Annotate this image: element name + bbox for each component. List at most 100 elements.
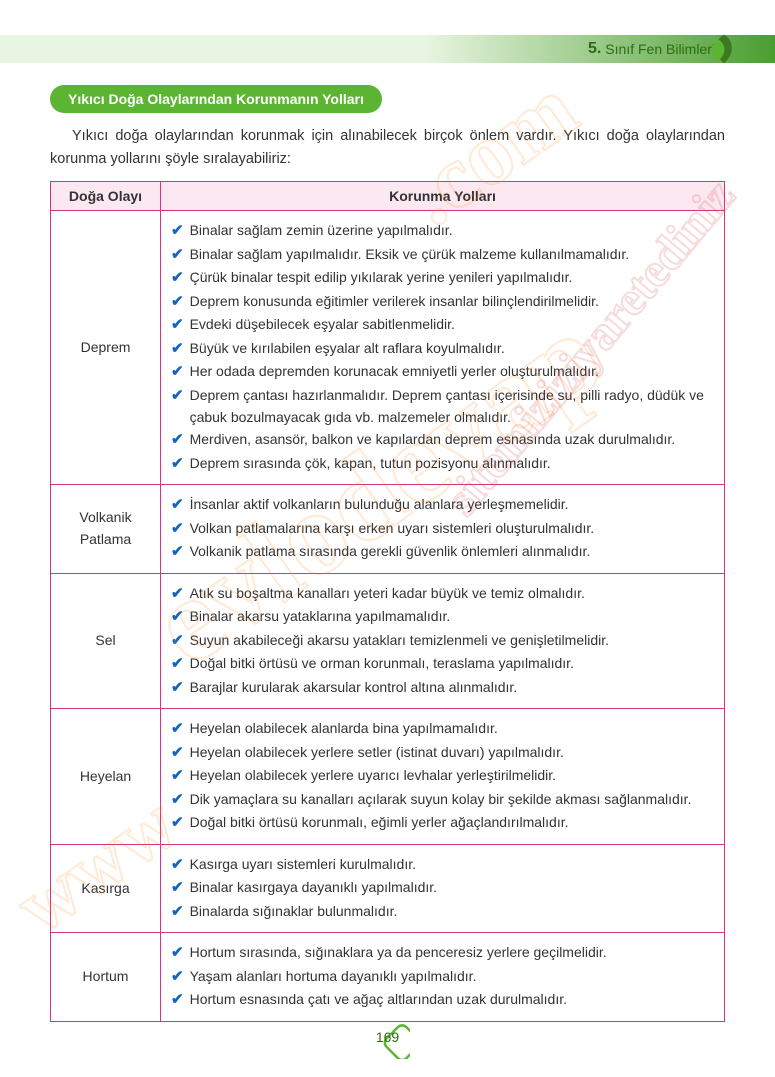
intro-paragraph: Yıkıcı doğa olaylarından korunmak için a… [50, 125, 725, 171]
check-icon: ✔ [171, 630, 184, 653]
item-text: İnsanlar aktif volkanların bulunduğu ala… [190, 494, 714, 516]
list-item: ✔ Her odada depremden korunacak emniyetli… [171, 361, 714, 384]
table-header-methods: Korunma Yolları [161, 182, 725, 211]
check-icon: ✔ [171, 338, 184, 361]
check-icon: ✔ [171, 765, 184, 788]
list-item: ✔ Binalar sağlam zemin üzerine yapılmalıd… [171, 220, 714, 243]
list-item: ✔ Volkan patlamalarına karşı erken uyarı … [171, 518, 714, 541]
item-text: Binalar kasırgaya dayanıklı yapılmalıdır… [190, 877, 714, 899]
check-icon: ✔ [171, 989, 184, 1012]
item-text: Binalar sağlam zemin üzerine yapılmalıdı… [190, 220, 714, 242]
section-heading-badge: Yıkıcı Doğa Olaylarından Korunmanın Yoll… [50, 85, 382, 113]
list-item: ✔ Hortum sırasında, sığınaklara ya da pen… [171, 942, 714, 965]
check-icon: ✔ [171, 518, 184, 541]
list-item: ✔ Deprem çantası hazırlanmalıdır. Deprem … [171, 385, 714, 428]
item-text: Hortum sırasında, sığınaklara ya da penc… [190, 942, 714, 964]
item-text: Büyük ve kırılabilen eşyalar alt raflara… [190, 338, 714, 360]
methods-cell: ✔ Atık su boşaltma kanalları yeteri kadar… [161, 573, 725, 709]
check-icon: ✔ [171, 942, 184, 965]
leaf-icon [705, 30, 743, 68]
list-item: ✔ Binalar sağlam yapılmalıdır. Eksik ve ç… [171, 244, 714, 267]
list-item: ✔ Deprem konusunda eğitimler verilerek in… [171, 291, 714, 314]
check-icon: ✔ [171, 653, 184, 676]
check-icon: ✔ [171, 742, 184, 765]
check-icon: ✔ [171, 429, 184, 452]
item-text: Binalar sağlam yapılmalıdır. Eksik ve çü… [190, 244, 714, 266]
list-item: ✔Deprem sırasında çök, kapan, tutun pozi… [171, 453, 714, 476]
item-text: Deprem çantası hazırlanmalıdır. Deprem ç… [190, 385, 714, 428]
list-item: ✔ Doğal bitki örtüsü korunmalı, eğimli ye… [171, 812, 714, 835]
check-icon: ✔ [171, 718, 184, 741]
item-text: Volkan patlamalarına karşı erken uyarı s… [190, 518, 714, 540]
subject-title: Sınıf Fen Bilimleri [605, 41, 715, 57]
page-number: 169 [376, 1029, 399, 1045]
check-icon: ✔ [171, 244, 184, 267]
item-text: Heyelan olabilecek yerlere uyarıcı levha… [190, 765, 714, 787]
list-item: ✔ Dik yamaçlara su kanalları açılarak suy… [171, 789, 714, 812]
list-item: ✔ İnsanlar aktif volkanların bulunduğu al… [171, 494, 714, 517]
list-item: ✔ Evdeki düşebilecek eşyalar sabitlenmeli… [171, 314, 714, 337]
list-item: ✔ Doğal bitki örtüsü ve orman korunmalı, … [171, 653, 714, 676]
list-item: ✔ Yaşam alanları hortuma dayanıklı yapılm… [171, 966, 714, 989]
item-text: Doğal bitki örtüsü ve orman korunmalı, t… [190, 653, 714, 675]
check-icon: ✔ [171, 291, 184, 314]
list-item: ✔ Çürük binalar tespit edilip yıkılarak y… [171, 267, 714, 290]
check-icon: ✔ [171, 583, 184, 606]
item-text: Çürük binalar tespit edilip yıkılarak ye… [190, 267, 714, 289]
item-text: Yaşam alanları hortuma dayanıklı yapılma… [190, 966, 714, 988]
check-icon: ✔ [171, 494, 184, 517]
check-icon: ✔ [171, 966, 184, 989]
item-text: Doğal bitki örtüsü korunmalı, eğimli yer… [190, 812, 714, 834]
methods-cell: ✔ Binalar sağlam zemin üzerine yapılmalıd… [161, 211, 725, 485]
item-text: Evdeki düşebilecek eşyalar sabitlenmelid… [190, 314, 714, 336]
item-text: Dik yamaçlara su kanalları açılarak suyu… [190, 789, 714, 811]
table-row: Deprem✔Binalar sağlam zemin üzerine yapı… [51, 211, 725, 485]
header-banner: 5. Sınıf Fen Bilimleri [0, 35, 775, 63]
check-icon: ✔ [171, 606, 184, 629]
item-text: Merdiven, asansör, balkon ve kapılardan … [190, 429, 714, 451]
item-text: Atık su boşaltma kanalları yeteri kadar … [190, 583, 714, 605]
check-icon: ✔ [171, 854, 184, 877]
list-item: ✔Heyelan olabilecek yerlere setler (isti… [171, 742, 714, 765]
list-item: ✔ Binalarda sığınaklar bulunmalıdır. [171, 901, 714, 924]
check-icon: ✔ [171, 789, 184, 812]
methods-cell: ✔ Heyelan olabilecek alanlarda bina yapıl… [161, 709, 725, 845]
event-cell: Kasırga [51, 844, 161, 933]
event-cell: Sel [51, 573, 161, 709]
check-icon: ✔ [171, 812, 184, 835]
grade-number: 5. [588, 40, 601, 58]
event-cell: Hortum [51, 933, 161, 1022]
list-item: ✔ Heyelan olabilecek alanlarda bina yapıl… [171, 718, 714, 741]
item-text: Barajlar kurularak akarsular kontrol alt… [190, 677, 714, 699]
item-text: Kasırga uyarı sistemleri kurulmalıdır. [190, 854, 714, 876]
item-text: Heyelan olabilecek alanlarda bina yapılm… [190, 718, 714, 740]
table-row: Kasırga ✔ Kasırga uyarı sistemleri kurulma… [51, 844, 725, 933]
item-text: Deprem konusunda eğitimler verilerek ins… [190, 291, 714, 313]
item-text: Deprem sırasında çök, kapan, tutun pozis… [190, 453, 714, 475]
check-icon: ✔ [171, 677, 184, 700]
item-text: Binalar akarsu yataklarına yapılmamalıdı… [190, 606, 714, 628]
check-icon: ✔ [171, 877, 184, 900]
event-cell: Volkanik Patlama [51, 485, 161, 574]
methods-cell: ✔ İnsanlar aktif volkanların bulunduğu al… [161, 485, 725, 574]
table-row: Sel ✔ Atık su boşaltma kanalları yeteri ka… [51, 573, 725, 709]
check-icon: ✔ [171, 901, 184, 924]
check-icon: ✔ [171, 314, 184, 337]
check-icon: ✔ [171, 385, 184, 408]
check-icon: ✔ [171, 220, 184, 243]
page-number-badge: 169 [366, 1015, 410, 1059]
list-item: ✔Volkanik patlama sırasında gerekli güve… [171, 541, 714, 564]
check-icon: ✔ [171, 267, 184, 290]
table-row: Volkanik Patlama ✔ İnsanlar aktif volkanla… [51, 485, 725, 574]
list-item: ✔ Büyük ve kırılabilen eşyalar alt raflar… [171, 338, 714, 361]
item-text: Binalarda sığınaklar bulunmalıdır. [190, 901, 714, 923]
check-icon: ✔ [171, 361, 184, 384]
event-cell: Heyelan [51, 709, 161, 845]
list-item: ✔ Kasırga uyarı sistemleri kurulmalıdır. [171, 854, 714, 877]
list-item: ✔ Heyelan olabilecek yerlere uyarıcı levh… [171, 765, 714, 788]
item-text: Her odada depremden korunacak emniyetli … [190, 361, 714, 383]
methods-cell: ✔Kasırga uyarı sistemleri kurulmalıdır.✔… [161, 844, 725, 933]
list-item: ✔ Barajlar kurularak akarsular kontrol al… [171, 677, 714, 700]
list-item: ✔ Binalar akarsu yataklarına yapılmamalıd… [171, 606, 714, 629]
item-text: Volkanik patlama sırasında gerekli güven… [190, 541, 714, 563]
